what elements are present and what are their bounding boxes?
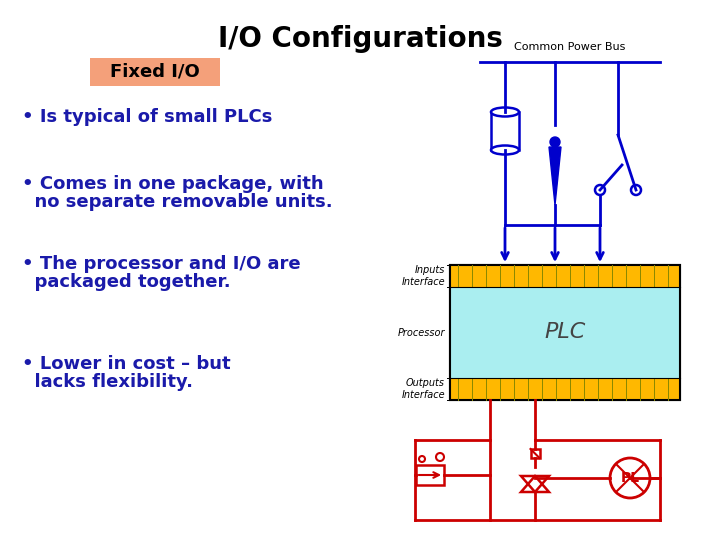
- Bar: [450, 265, 680, 287]
- Text: Common Power Bus: Common Power Bus: [514, 42, 626, 52]
- FancyBboxPatch shape: [90, 58, 220, 86]
- Text: Processor: Processor: [397, 327, 445, 338]
- Text: packaged together.: packaged together.: [22, 273, 230, 291]
- Text: • Comes in one package, with: • Comes in one package, with: [22, 175, 323, 193]
- Circle shape: [610, 458, 650, 498]
- Text: I/O Configurations: I/O Configurations: [217, 25, 503, 53]
- Bar: [450, 287, 680, 378]
- Circle shape: [550, 137, 560, 147]
- Text: PL: PL: [621, 471, 639, 485]
- Ellipse shape: [491, 145, 519, 154]
- Bar: [491, 112, 519, 150]
- Text: • Is typical of small PLCs: • Is typical of small PLCs: [22, 108, 272, 126]
- Bar: [450, 265, 680, 400]
- Bar: [531, 449, 539, 458]
- Text: • The processor and I/O are: • The processor and I/O are: [22, 255, 301, 273]
- Text: lacks flexibility.: lacks flexibility.: [22, 373, 193, 391]
- Text: Outputs
Interface: Outputs Interface: [401, 378, 445, 400]
- Bar: [416, 465, 444, 485]
- Text: Fixed I/O: Fixed I/O: [110, 63, 200, 81]
- Polygon shape: [549, 147, 561, 205]
- Text: no separate removable units.: no separate removable units.: [22, 193, 333, 211]
- Bar: [450, 378, 680, 400]
- Ellipse shape: [491, 107, 519, 117]
- Text: Inputs
Interface: Inputs Interface: [401, 265, 445, 287]
- Text: • Lower in cost – but: • Lower in cost – but: [22, 355, 230, 373]
- Bar: [450, 265, 680, 400]
- Text: PLC: PLC: [544, 322, 585, 342]
